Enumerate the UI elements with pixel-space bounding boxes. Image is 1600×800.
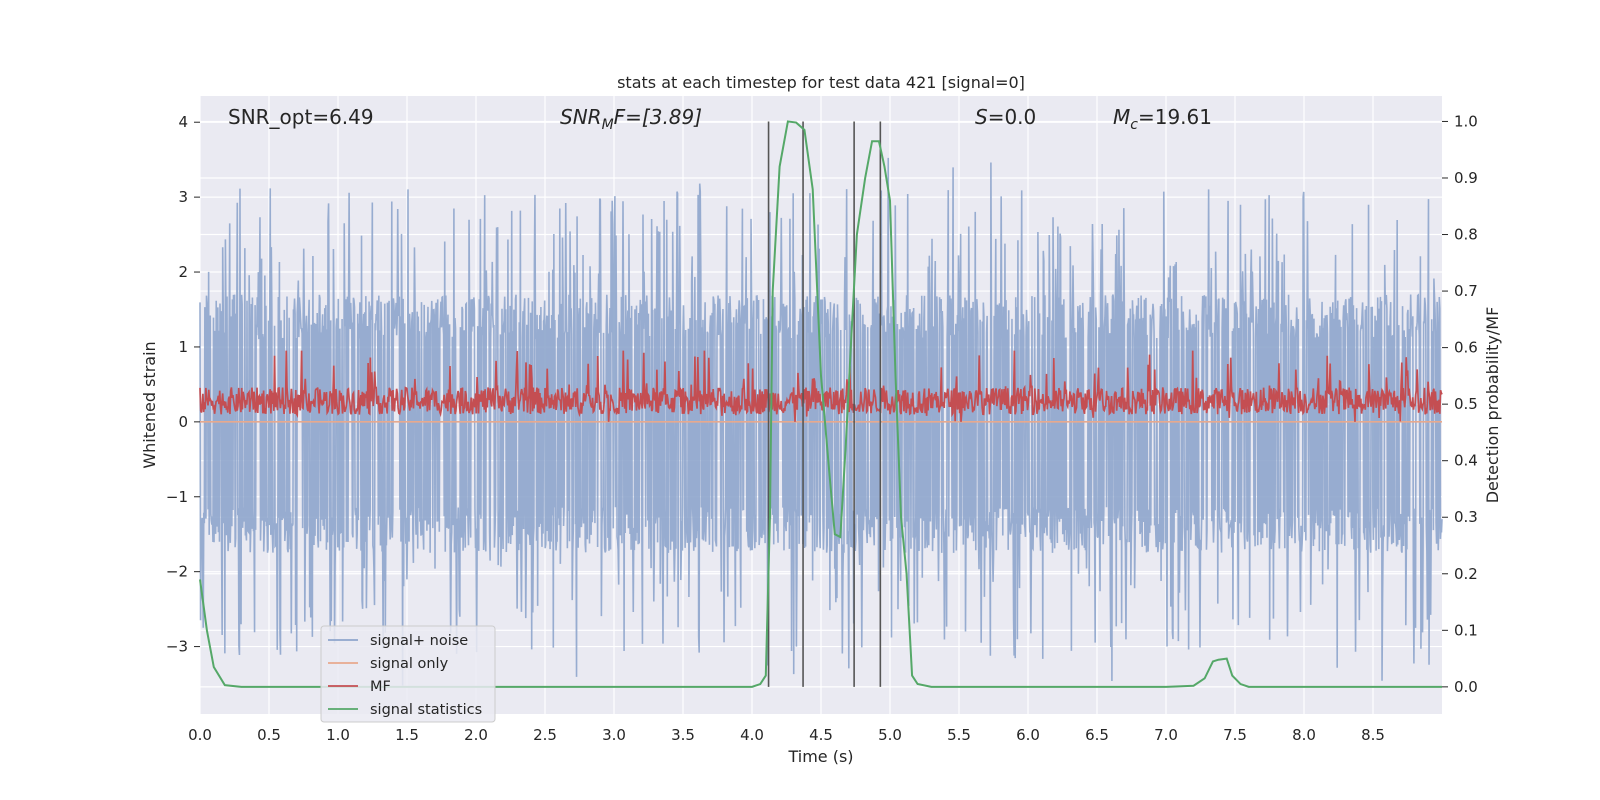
y-left-tick-label: −3 [166, 638, 188, 656]
y-right-tick-label: 0.4 [1454, 452, 1478, 470]
legend-label-signal-noise: signal+ noise [370, 633, 468, 649]
y-left-tick-label: 4 [178, 113, 188, 131]
y-axis-label-left: Whitened strain [140, 341, 159, 468]
y-axis-label-right: Detection probability/MF [1483, 307, 1502, 504]
x-tick-label: 0.0 [188, 726, 212, 744]
x-tick-label: 2.0 [464, 726, 488, 744]
series-mf-line [199, 350, 1443, 422]
annotation-snr-opt: SNR_opt=6.49 [228, 105, 374, 129]
annotation-mc-base: M [1113, 105, 1130, 129]
y-right-tick-label: 0.2 [1454, 565, 1478, 583]
x-tick-label: 1.5 [395, 726, 419, 744]
x-tick-label: 6.5 [1085, 726, 1109, 744]
y-left-tick-label: 3 [178, 188, 188, 206]
x-tick-label: 3.5 [671, 726, 695, 744]
y-right-tick-label: 0.5 [1454, 395, 1478, 413]
y-right-tick-label: 0.1 [1454, 621, 1478, 639]
legend-label-statistics: signal statistics [370, 702, 482, 718]
annotation-snr-mf-sub: M [602, 117, 614, 133]
y-left-tick-label: −2 [166, 563, 188, 581]
y-right-tick-label: 1.0 [1454, 112, 1478, 130]
annotation-mc: Mc=19.61 [1113, 105, 1212, 133]
x-tick-label: 0.5 [257, 726, 281, 744]
x-tick-label: 4.5 [809, 726, 833, 744]
legend-label-signal-only: signal only [370, 656, 449, 672]
tick-layer: 0.0 0.5 1.0 1.5 2.0 2.5 3.0 3.5 4.0 4.5 5.0 5.5 6.0 6… [166, 112, 1478, 744]
annotation-snr-mf-rest: F=[3.89] [614, 105, 702, 129]
x-tick-label: 1.0 [326, 726, 350, 744]
y-right-tick-label: 0.3 [1454, 508, 1478, 526]
y-right-tick-label: 0.9 [1454, 169, 1478, 187]
x-axis-label: Time (s) [787, 747, 853, 766]
annotation-mc-sub: c [1130, 117, 1138, 133]
y-right-tick-label: 0.6 [1454, 339, 1478, 357]
series-signal-noise-line [199, 157, 1443, 686]
y-left-tick-label: 1 [178, 338, 188, 356]
x-tick-label: 5.0 [878, 726, 902, 744]
chart-title: stats at each timestep for test data 421… [617, 73, 1025, 92]
annotation-mc-rest: =19.61 [1138, 105, 1212, 129]
annotation-s-rest: =0.0 [988, 105, 1037, 129]
x-tick-label: 2.5 [533, 726, 557, 744]
y-left-tick-label: 2 [178, 263, 188, 281]
x-tick-label: 8.0 [1292, 726, 1316, 744]
x-tick-label: 6.0 [1016, 726, 1040, 744]
annotation-s-base: S [975, 105, 988, 129]
x-tick-label: 7.0 [1154, 726, 1178, 744]
annotation-s: S=0.0 [975, 105, 1036, 129]
legend-box [320, 625, 496, 723]
series-signal-statistics-line [199, 120, 1442, 688]
annotation-snr-mf-base: SNR [560, 105, 602, 129]
x-tick-label: 7.5 [1223, 726, 1247, 744]
legend: signal+ noise signal only MF signal stat… [320, 625, 496, 723]
annotation-snr-mf: SNRMF=[3.89] [560, 105, 702, 133]
x-tick-label: 4.0 [740, 726, 764, 744]
y-right-tick-label: 0.8 [1454, 226, 1478, 244]
data-layer [199, 120, 1443, 688]
x-tick-label: 5.5 [947, 726, 971, 744]
legend-label-mf: MF [370, 679, 391, 695]
y-left-tick-label: 0 [178, 413, 188, 431]
y-right-tick-label: 0.7 [1454, 282, 1478, 300]
y-left-tick-label: −1 [166, 488, 188, 506]
x-tick-label: 8.5 [1361, 726, 1385, 744]
x-tick-label: 3.0 [602, 726, 626, 744]
y-right-tick-label: 0.0 [1454, 678, 1478, 696]
